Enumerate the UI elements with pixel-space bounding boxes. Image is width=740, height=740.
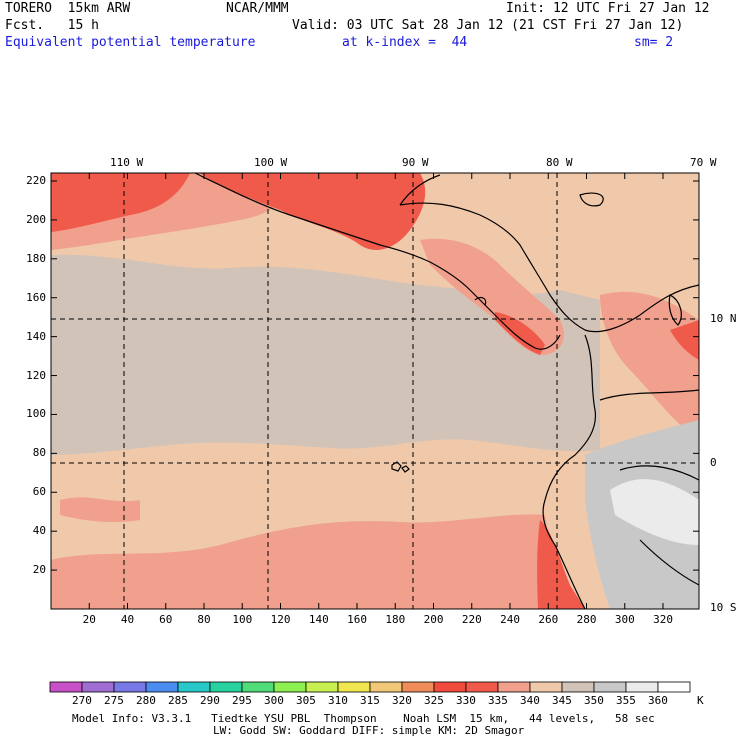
y-tick-label: 40 [32, 524, 46, 538]
level-index: at k-index = 44 [342, 35, 468, 50]
colorbar-swatch [49, 681, 83, 693]
lon-label-110w: 110 W [110, 156, 144, 169]
lat-label-10n: 10 N [710, 312, 737, 325]
model-title: TORERO 15km ARW [5, 1, 131, 16]
coastlines [194, 173, 699, 609]
y-tick-label: 100 [26, 407, 46, 421]
lon-label-90w: 90 W [402, 156, 429, 169]
colorbar [49, 681, 691, 693]
colorbar-swatch [465, 681, 499, 693]
colorbar-label: 360 [648, 694, 668, 707]
x-tick-label: 20 [82, 613, 96, 626]
x-tick-label: 80 [197, 613, 211, 626]
y-tick-label: 140 [26, 329, 46, 343]
colorbar-label: 280 [136, 694, 156, 707]
colorbar-swatch [273, 681, 307, 693]
y-tick-label: 200 [26, 212, 46, 226]
colorbar-label: 310 [328, 694, 348, 707]
colorbar-swatch [305, 681, 339, 693]
x-tick-label: 300 [614, 613, 635, 626]
colorbar-label: 330 [456, 694, 476, 707]
x-tick-label: 60 [159, 613, 173, 626]
map-frame [50, 172, 700, 610]
colorbar-label: 315 [360, 694, 380, 707]
colorbar-label: 300 [264, 694, 284, 707]
model-info-line2: LW: Godd SW: Goddard DIFF: simple KM: 2D… [213, 724, 525, 737]
colorbar-label: 350 [584, 694, 604, 707]
colorbar-swatch [657, 681, 691, 693]
colorbar-swatch [369, 681, 403, 693]
x-tick-label: 200 [423, 613, 444, 626]
colorbar-label: 270 [72, 694, 92, 707]
lon-label-80w: 80 W [546, 156, 573, 169]
colorbar-swatch [401, 681, 435, 693]
y-tick-label: 80 [32, 446, 46, 460]
colorbar-swatch [337, 681, 371, 693]
graticule [51, 173, 699, 609]
x-tick-label: 220 [461, 613, 482, 626]
colorbar-swatch [529, 681, 563, 693]
colorbar-label: 325 [424, 694, 444, 707]
x-tick-label: 260 [538, 613, 559, 626]
forecast-hour: Fcst. 15 h [5, 18, 99, 33]
colorbar-swatch [433, 681, 467, 693]
colorbar-swatch [113, 681, 147, 693]
y-tick-label: 60 [32, 485, 46, 499]
colorbar-swatch [241, 681, 275, 693]
colorbar-label: 340 [520, 694, 540, 707]
colorbar-swatch [209, 681, 243, 693]
colorbar-label: 335 [488, 694, 508, 707]
field-name: Equivalent potential temperature [5, 35, 256, 50]
model-info-line1: Model Info: V3.3.1 Tiedtke YSU PBL Thomp… [72, 712, 655, 725]
colorbar-swatch [177, 681, 211, 693]
colorbar-label: 305 [296, 694, 316, 707]
x-tick-label: 180 [385, 613, 406, 626]
lat-label-0: 0 [710, 456, 717, 469]
colorbar-swatch [497, 681, 531, 693]
colorbar-swatch [561, 681, 595, 693]
colorbar-label: 345 [552, 694, 572, 707]
colorbar-label: 285 [168, 694, 188, 707]
colorbar-swatch [625, 681, 659, 693]
colorbar-swatch [81, 681, 115, 693]
colorbar-swatch [593, 681, 627, 693]
x-tick-label: 160 [347, 613, 367, 626]
init-time: Init: 12 UTC Fri 27 Jan 12 [506, 1, 710, 16]
x-tick-label: 100 [232, 613, 253, 626]
x-tick-label: 280 [576, 613, 597, 626]
lat-label-10s: 10 S [710, 601, 737, 614]
colorbar-unit: K [697, 694, 704, 707]
field-fill [51, 173, 699, 609]
org-label: NCAR/MMM [226, 1, 289, 16]
colorbar-swatch [145, 681, 179, 693]
y-tick-label: 160 [26, 290, 46, 304]
x-tick-label: 240 [500, 613, 520, 626]
colorbar-label: 275 [104, 694, 124, 707]
y-tick-label: 220 [26, 174, 46, 187]
lon-label-70w: 70 W [690, 156, 717, 169]
y-tick-label: 20 [32, 563, 46, 577]
valid-time: Valid: 03 UTC Sat 28 Jan 12 (21 CST Fri … [292, 18, 684, 33]
x-tick-label: 140 [308, 613, 329, 626]
x-tick-label: 320 [653, 613, 673, 626]
smoothing: sm= 2 [634, 35, 674, 50]
y-tick-label: 180 [26, 251, 46, 265]
colorbar-label: 355 [616, 694, 636, 707]
colorbar-label: 320 [392, 694, 412, 707]
colorbar-label: 290 [200, 694, 220, 707]
y-tick-label: 120 [26, 368, 46, 382]
colorbar-label: 295 [232, 694, 252, 707]
x-tick-label: 120 [270, 613, 291, 626]
x-tick-label: 40 [120, 613, 135, 626]
lon-label-100w: 100 W [254, 156, 288, 169]
